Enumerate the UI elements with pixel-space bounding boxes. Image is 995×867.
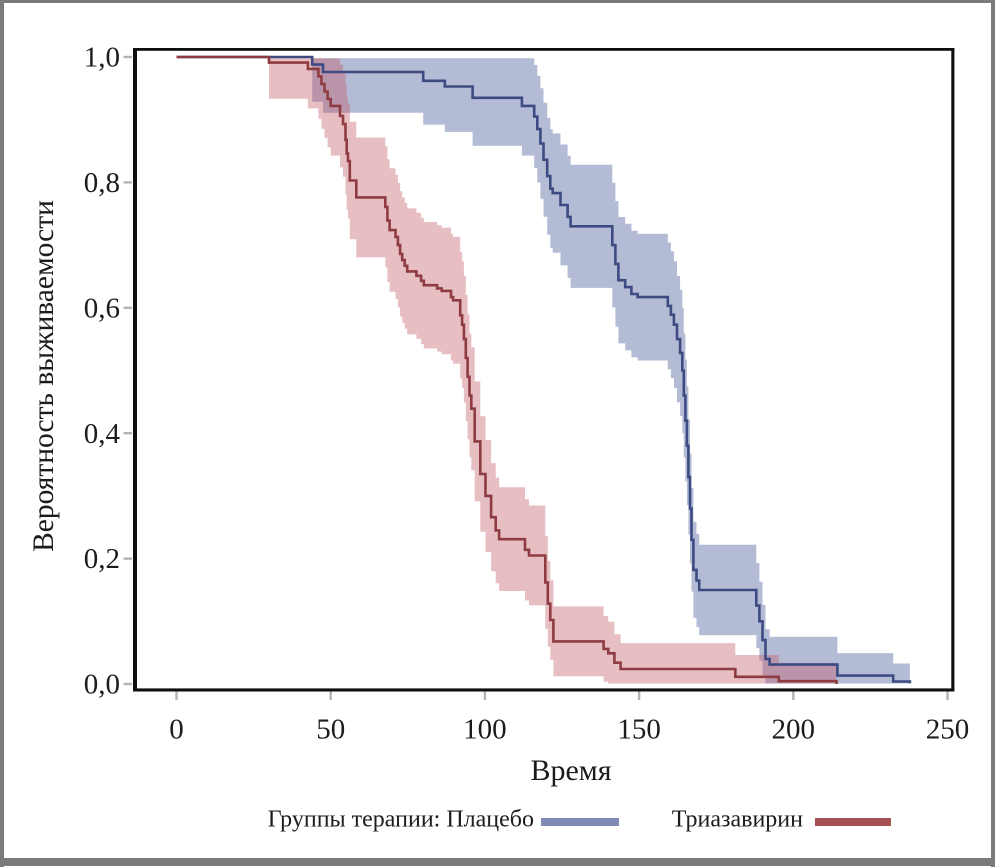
svg-text:Вероятность выживаемости: Вероятность выживаемости (28, 200, 60, 552)
svg-text:250: 250 (926, 714, 970, 746)
svg-text:0,4: 0,4 (84, 418, 121, 450)
svg-text:150: 150 (617, 714, 661, 746)
svg-text:200: 200 (772, 714, 816, 746)
svg-text:50: 50 (316, 714, 345, 746)
svg-text:Триазавирин: Триазавирин (672, 807, 803, 833)
svg-text:1,0: 1,0 (84, 42, 120, 74)
svg-text:0,6: 0,6 (84, 292, 120, 324)
svg-text:Время: Время (530, 754, 611, 787)
svg-text:100: 100 (463, 714, 507, 746)
svg-text:Группы терапии: Плацебо: Группы терапии: Плацебо (268, 807, 534, 833)
svg-text:0,0: 0,0 (84, 669, 120, 701)
svg-text:0,2: 0,2 (84, 543, 120, 575)
svg-text:0: 0 (169, 714, 184, 746)
svg-text:0,8: 0,8 (84, 167, 120, 199)
